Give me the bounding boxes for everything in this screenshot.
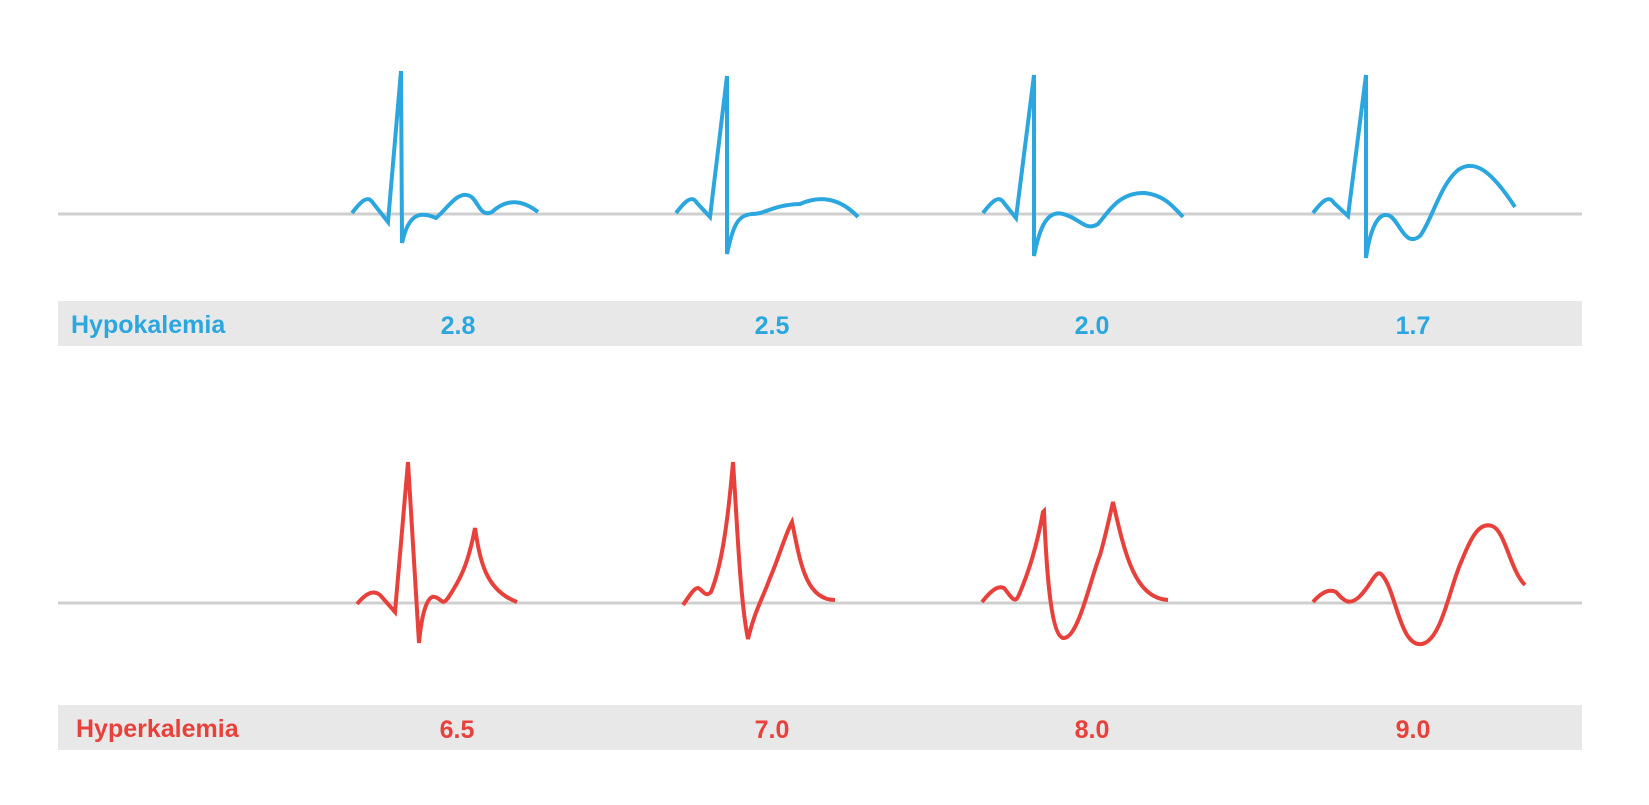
- hyperkalemia-label-bar: [58, 705, 1582, 750]
- hypokalemia-waveform-2-0: [981, 74, 1185, 257]
- hyperkalemia-row: Hyperkalemia 6.5 7.0 8.0 9.0: [58, 461, 1582, 750]
- hypokalemia-waveform-2-5: [674, 75, 860, 255]
- hypokalemia-waveform-2-8: [350, 70, 540, 244]
- hypokalemia-label: Hypokalemia: [71, 311, 226, 339]
- hypokalemia-label-bar: [58, 301, 1582, 346]
- hyperkalemia-value-1: 6.5: [440, 716, 475, 744]
- hypokalemia-row: Hypokalemia 2.8 2.5 2.0 1.7: [58, 70, 1582, 346]
- hyperkalemia-waveform-7-0: [681, 461, 836, 640]
- hyperkalemia-waveform-6-5: [355, 461, 518, 644]
- hyperkalemia-value-3: 8.0: [1075, 716, 1110, 744]
- hyperkalemia-label: Hyperkalemia: [76, 715, 240, 743]
- hypokalemia-value-1: 2.8: [441, 312, 476, 340]
- hyperkalemia-value-2: 7.0: [755, 716, 790, 744]
- hypokalemia-value-4: 1.7: [1396, 312, 1431, 340]
- hypokalemia-value-2: 2.5: [755, 312, 790, 340]
- hypokalemia-waveform-1-7: [1311, 74, 1517, 259]
- hyperkalemia-waveform-9-0: [1311, 523, 1527, 647]
- hyperkalemia-waveform-8-0: [980, 501, 1169, 640]
- hypokalemia-value-3: 2.0: [1075, 312, 1110, 340]
- hyperkalemia-value-4: 9.0: [1396, 716, 1431, 744]
